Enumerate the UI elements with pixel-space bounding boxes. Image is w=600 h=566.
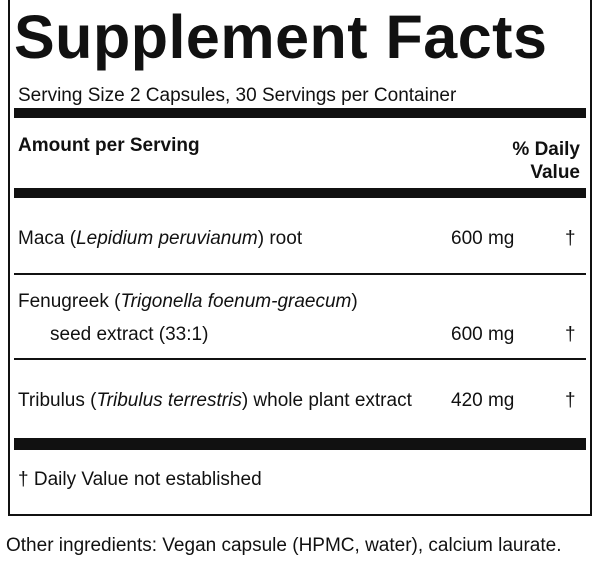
other-ingredients: Other ingredients: Vegan capsule (HPMC, … bbox=[6, 535, 562, 556]
row-rule bbox=[14, 358, 586, 360]
ingredient-line: Tribulus (Tribulus terrestris) whole pla… bbox=[18, 390, 412, 412]
ingredient-text: Maca ( bbox=[18, 228, 77, 249]
ingredient-line: Maca (Lepidium peruvianum) root bbox=[18, 228, 302, 250]
label-border bbox=[8, 0, 592, 516]
footnote: † Daily Value not established bbox=[18, 469, 262, 490]
title: Supplement Facts bbox=[14, 3, 548, 71]
header-amount: Amount per Serving bbox=[18, 135, 200, 156]
daily-value: † bbox=[565, 228, 576, 249]
latin-name: Tribulus terrestris bbox=[96, 390, 242, 411]
amount: 600 mg bbox=[451, 324, 515, 345]
ingredient-text: Tribulus ( bbox=[18, 390, 97, 411]
thick-bar bbox=[14, 188, 586, 198]
latin-name: Lepidium peruvianum bbox=[76, 228, 258, 249]
header-dv-line: % Daily bbox=[512, 139, 580, 160]
ingredient-line: seed extract (33:1) bbox=[50, 324, 208, 346]
serving-info: Serving Size 2 Capsules, 30 Servings per… bbox=[18, 85, 457, 106]
row-rule bbox=[14, 273, 586, 275]
daily-value: † bbox=[565, 390, 576, 411]
ingredient-text: seed extract (33:1) bbox=[50, 324, 209, 345]
ingredient-text: ) bbox=[351, 291, 358, 312]
amount: 600 mg bbox=[451, 228, 515, 249]
header-daily-value: % Daily Value bbox=[512, 138, 580, 184]
amount: 420 mg bbox=[451, 390, 515, 411]
ingredient-text: ) whole plant extract bbox=[241, 390, 412, 411]
ingredient-line: Fenugreek (Trigonella foenum-graecum) bbox=[18, 291, 358, 313]
daily-value: † bbox=[565, 324, 576, 345]
thick-bar bbox=[14, 438, 586, 450]
ingredient-text: Fenugreek ( bbox=[18, 291, 121, 312]
header-dv-line: Value bbox=[530, 162, 580, 183]
latin-name: Trigonella foenum-graecum bbox=[120, 291, 352, 312]
ingredient-text: ) root bbox=[257, 228, 303, 249]
thick-bar bbox=[14, 108, 586, 118]
